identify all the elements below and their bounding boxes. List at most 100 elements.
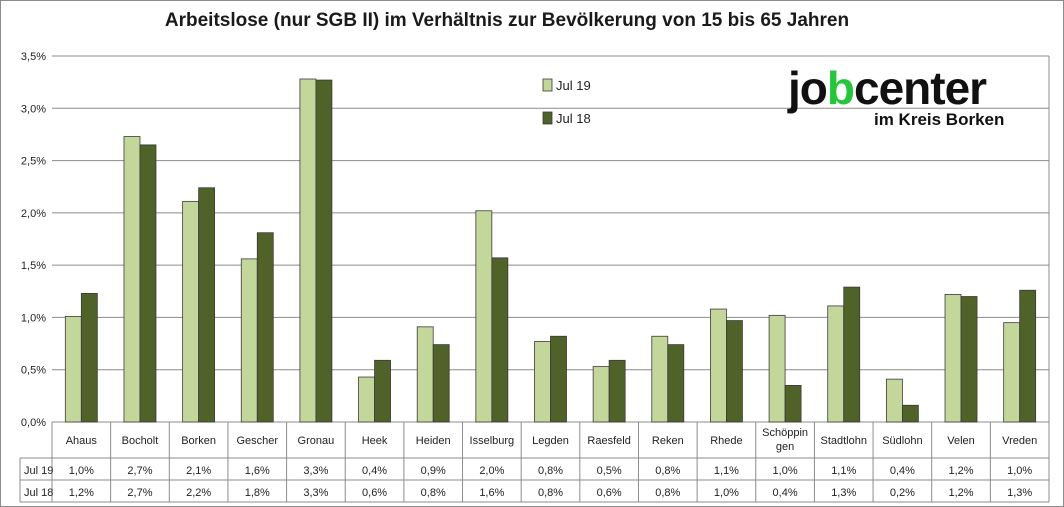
bar-jul-19 [710, 308, 727, 423]
bar-jul-18 [726, 320, 743, 423]
x-category-label: Südlohn [882, 435, 922, 447]
table-value: 2,7% [127, 487, 152, 499]
table-value: 0,4% [773, 487, 798, 499]
table-value: 3,3% [303, 487, 328, 499]
bar-jul-19 [358, 376, 375, 423]
table-value: 1,2% [948, 487, 973, 499]
bar-jul-18 [256, 232, 274, 423]
table-value: 1,2% [948, 465, 973, 477]
x-category-label: Borken [181, 435, 216, 447]
table-value: 1,2% [69, 487, 94, 499]
logo-subtitle: im Kreis Borken [874, 110, 1005, 129]
table-series-name: Jul 19 [24, 465, 53, 477]
bar-jul-18 [667, 344, 685, 423]
table-value: 0,8% [421, 487, 446, 499]
bar-jul-18 [901, 404, 919, 423]
bar-jul-18 [960, 296, 978, 423]
table-value: 1,0% [714, 487, 739, 499]
table-value: 0,8% [538, 487, 563, 499]
jobcenter-logo: jobcenter im Kreis Borken [788, 62, 1038, 132]
bar-jul-18 [139, 144, 157, 423]
bar-jul-18 [843, 286, 861, 423]
table-value: 1,0% [773, 465, 798, 477]
bar-jul-19 [240, 258, 258, 423]
bar-jul-18 [80, 292, 98, 423]
table-value: 1,6% [479, 487, 504, 499]
table-value: 0,6% [597, 487, 622, 499]
x-category-label: Rhede [710, 435, 742, 447]
bar-jul-19 [534, 341, 551, 423]
bar-jul-19 [416, 326, 434, 423]
bar-jul-18 [198, 187, 216, 423]
y-tick-label: 1,5% [21, 260, 46, 272]
bar-jul-18 [374, 359, 391, 423]
bar-jul-18 [315, 79, 333, 423]
chart-title: Arbeitslose (nur SGB II) im Verhältnis z… [164, 10, 850, 31]
table-value: 1,0% [69, 465, 94, 477]
table-value: 1,1% [831, 465, 856, 477]
table-value: 0,8% [538, 465, 563, 477]
x-category-label: Vreden [1002, 435, 1037, 447]
table-value: 0,8% [655, 465, 680, 477]
bar-jul-19 [299, 78, 317, 423]
x-category-label: Legden [532, 435, 569, 447]
logo-wordmark: jobcenter [788, 62, 987, 114]
legend-swatch [542, 111, 553, 125]
bar-jul-19 [475, 210, 493, 423]
table-series-name: Jul 18 [24, 487, 53, 499]
y-tick-label: 1,0% [21, 312, 46, 324]
table-value: 2,2% [186, 487, 211, 499]
table-value: 0,4% [890, 465, 915, 477]
table-value: 1,6% [245, 465, 270, 477]
table-value: 2,7% [127, 465, 152, 477]
x-category-label: Bocholt [122, 435, 159, 447]
bar-jul-18 [1019, 289, 1037, 423]
bar-jul-19 [592, 366, 610, 423]
bar-jul-19 [1003, 322, 1021, 423]
table-value: 0,4% [362, 465, 387, 477]
table-value: 2,0% [479, 465, 504, 477]
bar-jul-19 [827, 305, 845, 423]
x-category-label: Heiden [416, 435, 451, 447]
bar-jul-19 [182, 200, 200, 423]
x-category-label: gen [776, 441, 794, 453]
x-category-label: Gescher [236, 435, 278, 447]
bar-jul-18 [432, 344, 450, 423]
bar-jul-18 [491, 257, 509, 423]
bar-jul-19 [123, 136, 141, 423]
table-value: 0,8% [655, 487, 680, 499]
table-value: 0,2% [890, 487, 915, 499]
table-value: 0,9% [421, 465, 446, 477]
x-category-label: Heek [362, 435, 388, 447]
bar-jul-19 [768, 314, 786, 423]
x-category-label: Ahaus [66, 435, 98, 447]
table-value: 3,3% [303, 465, 328, 477]
y-tick-label: 2,0% [21, 208, 46, 220]
y-tick-label: 0,0% [21, 417, 46, 429]
x-category-label: Reken [652, 435, 684, 447]
bar-jul-18 [608, 359, 626, 423]
table-value: 1,8% [245, 487, 270, 499]
legend-label: Jul 18 [556, 111, 591, 126]
bar-jul-18 [784, 384, 802, 423]
bar-jul-18 [550, 335, 567, 423]
x-category-label: Stadtlohn [820, 435, 866, 447]
table-value: 1,3% [1007, 487, 1032, 499]
y-tick-label: 3,5% [21, 51, 46, 63]
x-category-label: Velen [947, 435, 975, 447]
legend-label: Jul 19 [556, 78, 591, 93]
y-tick-label: 0,5% [21, 365, 46, 377]
table-value: 1,0% [1007, 465, 1032, 477]
legend-swatch [542, 78, 553, 92]
bar-jul-19 [885, 378, 903, 423]
x-category-label: Schöppin [762, 427, 808, 439]
x-category-label: Gronau [298, 435, 335, 447]
table-value: 1,1% [714, 465, 739, 477]
table-value: 0,6% [362, 487, 387, 499]
x-category-label: Isselburg [470, 435, 515, 447]
table-value: 0,5% [597, 465, 622, 477]
y-tick-label: 3,0% [21, 103, 46, 115]
x-category-label: Raesfeld [587, 435, 630, 447]
table-value: 1,3% [831, 487, 856, 499]
